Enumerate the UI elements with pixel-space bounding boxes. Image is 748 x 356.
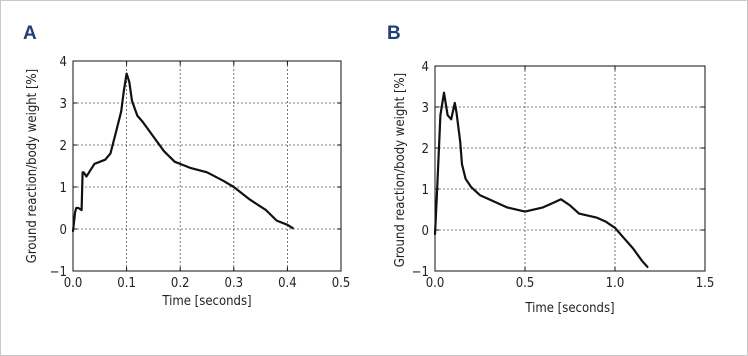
panel-b-x-tick-label: 1.5 <box>696 276 715 291</box>
panel-b-y-tick-label: 3 <box>422 101 429 116</box>
panel-a-y-tick-label: 1 <box>60 181 67 196</box>
panel-a-x-tick-label: 0.0 <box>64 276 83 291</box>
panel-b-y-tick-label: 0 <box>422 224 429 239</box>
panel-a-axes-box <box>72 60 342 272</box>
panel-b-y-axis-label: Ground reaction/body weight [%] <box>393 73 408 267</box>
panel-b-y-tick-label: 4 <box>422 60 429 75</box>
panel-a-x-tick-label: 0.3 <box>225 276 244 291</box>
panel-a-plot-area: 0.0 0.1 0.2 0.3 0.4 0.5 −1 0 1 2 3 4 Time [seconds] G… <box>25 55 350 309</box>
panel-b-x-axis-label: Time [seconds] <box>524 301 614 316</box>
panel-b-plot-area: 0.0 0.5 1.0 1.5 −1 0 1 2 3 4 Time [seconds] Ground … <box>393 60 714 316</box>
panel-a-label: A <box>23 23 37 44</box>
panel-a-y-tick-label: 2 <box>60 139 67 154</box>
panel-a-y-tick-label: 4 <box>60 55 67 70</box>
panel-b-data-line <box>433 91 649 268</box>
panel-a-data-line <box>71 72 294 233</box>
panel-b-y-tick-label: 2 <box>422 142 429 157</box>
panel-a-x-tick-label: 0.4 <box>278 276 297 291</box>
panel-b-x-tick-label: 0.0 <box>426 276 445 291</box>
panel-a-y-tick-label: 3 <box>60 97 67 112</box>
panel-a-y-tick-label: −1 <box>50 265 67 280</box>
panel-a-y-tick-label: 0 <box>60 223 67 238</box>
panel-b-axes-box <box>434 65 706 272</box>
panel-a-x-axis-label: Time [seconds] <box>161 294 251 309</box>
panel-a-x-tick-label: 0.1 <box>117 276 136 291</box>
panel-a-y-axis-label: Ground reaction/body weight [%] <box>25 69 40 263</box>
panel-b-x-tick-label: 1.0 <box>606 276 625 291</box>
panel-a-x-tick-label: 0.5 <box>332 276 351 291</box>
panel-b-x-tick-label: 0.5 <box>516 276 535 291</box>
panel-b-y-tick-label: −1 <box>412 265 429 280</box>
panel-a-x-tick-label: 0.2 <box>171 276 190 291</box>
panel-b-y-tick-label: 1 <box>422 183 429 198</box>
panel-b-label: B <box>387 23 401 44</box>
